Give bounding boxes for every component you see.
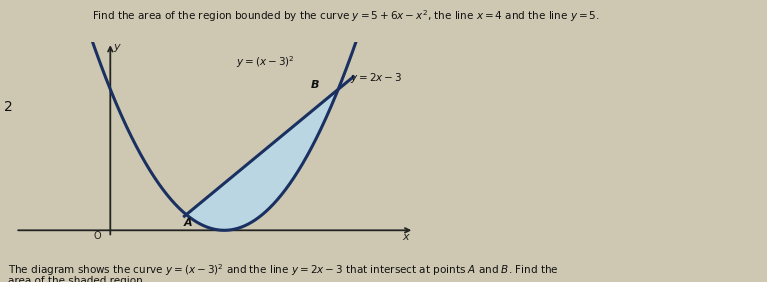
Text: O: O [94,231,100,241]
Text: The diagram shows the curve $y=(x-3)^2$ and the line $y=2x-3$ that intersect at : The diagram shows the curve $y=(x-3)^2$ … [8,262,558,278]
Text: B: B [311,80,320,90]
Text: $y$: $y$ [113,42,122,54]
Text: $y = 2x-3$: $y = 2x-3$ [350,71,402,85]
Text: 2: 2 [4,100,12,114]
Text: A: A [184,218,193,228]
Text: $x$: $x$ [402,232,411,242]
Text: Find the area of the region bounded by the curve $y = 5+6x-x^2$, the line $x = 4: Find the area of the region bounded by t… [92,8,600,24]
Text: $y = (x-3)^2$: $y = (x-3)^2$ [235,54,295,70]
Text: area of the shaded region.: area of the shaded region. [8,276,146,282]
